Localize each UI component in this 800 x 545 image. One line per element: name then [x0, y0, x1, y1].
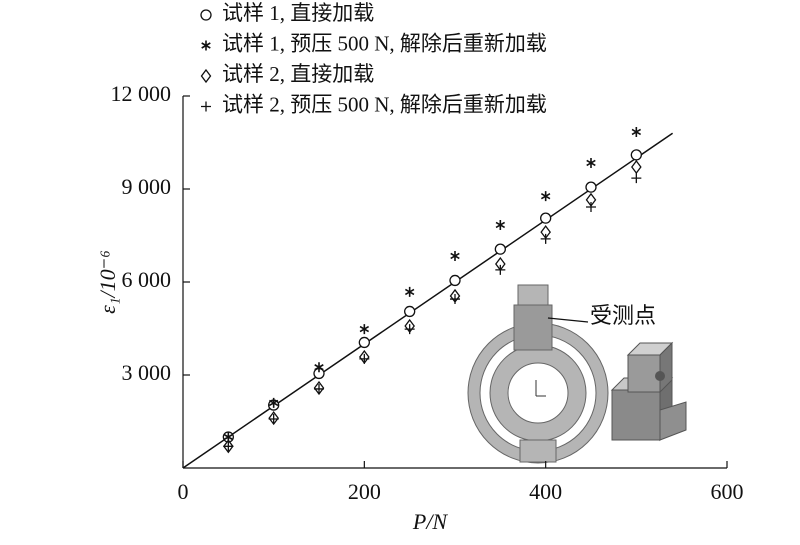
point — [540, 212, 552, 224]
x-tick-label: 600 — [711, 479, 744, 504]
y-tick-label: 6 000 — [122, 267, 172, 292]
point — [631, 159, 642, 175]
point — [586, 157, 596, 168]
x-tick-label: 400 — [529, 479, 562, 504]
legend-marker — [200, 9, 212, 21]
point — [314, 362, 324, 373]
point — [450, 294, 460, 305]
x-tick-label: 0 — [178, 479, 189, 504]
point — [540, 191, 551, 202]
y-tick-label: 12 000 — [111, 81, 172, 106]
legend-label: 试样 1, 预压 500 N, 解除后重新加载 — [222, 31, 547, 55]
legend-marker — [200, 68, 212, 84]
point — [404, 286, 415, 297]
point — [314, 383, 324, 394]
point — [359, 353, 370, 364]
point — [358, 336, 370, 349]
y-axis-label: ε₁/10⁻⁶ — [95, 250, 120, 314]
x-axis-label: P/N — [412, 509, 449, 534]
y-tick-label: 3 000 — [122, 360, 172, 385]
point — [359, 324, 370, 335]
legend-marker — [201, 40, 211, 51]
legend-marker — [201, 101, 211, 112]
y-tick-label: 9 000 — [122, 174, 172, 199]
point — [449, 274, 461, 287]
point — [495, 219, 506, 230]
point — [630, 149, 642, 161]
legend-label: 试样 2, 直接加载 — [222, 62, 374, 86]
point — [586, 201, 596, 212]
point — [540, 233, 551, 244]
legend-label: 试样 2, 预压 500 N, 解除后重新加载 — [222, 92, 547, 116]
point — [223, 441, 234, 452]
point — [268, 414, 279, 425]
point — [404, 305, 416, 318]
legend-label: 试样 1, 直接加载 — [222, 1, 374, 25]
point — [450, 250, 460, 261]
point — [631, 173, 642, 184]
point — [631, 126, 642, 137]
inset-figure — [467, 284, 687, 464]
point — [495, 264, 506, 275]
x-tick-label: 200 — [348, 479, 381, 504]
point — [404, 324, 415, 335]
annotation: 受测点 — [590, 303, 656, 328]
point — [494, 243, 506, 255]
point — [268, 397, 279, 408]
point — [585, 181, 597, 193]
